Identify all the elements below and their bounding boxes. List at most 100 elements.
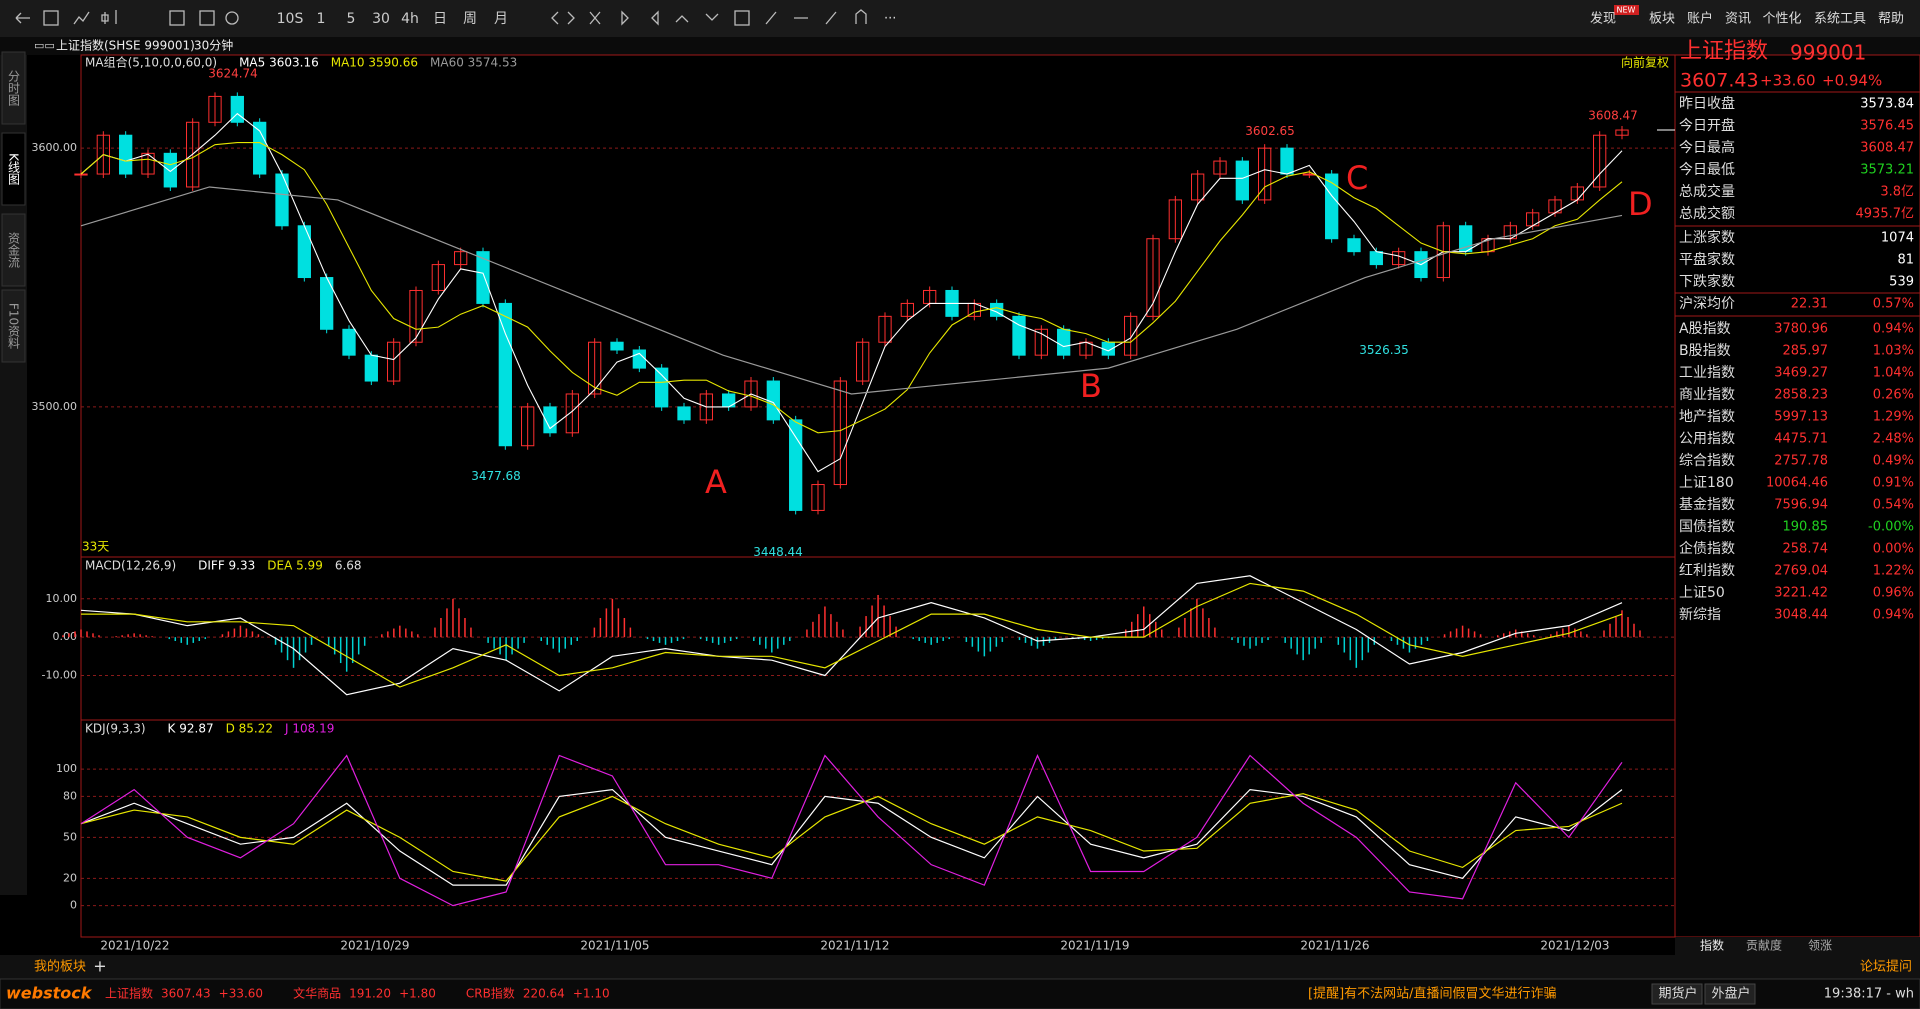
account-button[interactable] <box>1704 983 1756 1005</box>
account-button-label[interactable]: 外盘户 <box>1711 986 1750 1002</box>
quote-price: 3607.43 <box>1680 70 1759 92</box>
legend-item: DIFF 9.33 <box>198 559 255 573</box>
add-tab[interactable]: + <box>93 957 106 976</box>
index-label[interactable]: 基金指数 <box>1679 496 1735 513</box>
toolbar <box>0 0 1920 37</box>
quote-name: 上证指数 <box>1680 39 1768 64</box>
index-pct: 2.48% <box>1873 432 1914 447</box>
index-label[interactable]: 综合指数 <box>1679 453 1735 469</box>
right-tab[interactable]: 领涨 <box>1808 938 1832 953</box>
index-label[interactable]: 地产指数 <box>1679 409 1735 425</box>
account-button-label[interactable]: 期货户 <box>1658 986 1697 1002</box>
stat-label: 昨日收盘 <box>1679 95 1735 112</box>
board-tab[interactable]: 我的板块 <box>34 959 86 975</box>
side-tab[interactable] <box>1 213 26 287</box>
x-tick-label: 2021/10/29 <box>340 939 409 953</box>
breadth-value: 81 <box>1897 253 1914 268</box>
adjust-label[interactable]: 向前复权 <box>1621 55 1669 70</box>
side-tab[interactable] <box>1 132 26 206</box>
index-label[interactable]: 新综指 <box>1679 607 1721 623</box>
side-tab-label[interactable]: 资金流 <box>7 232 21 268</box>
arrow-icon[interactable] <box>675 13 719 23</box>
kline-icon[interactable] <box>101 10 117 24</box>
candle <box>1280 147 1294 175</box>
save2-icon[interactable] <box>199 10 215 26</box>
index-label[interactable]: 企债指数 <box>1679 540 1735 557</box>
index-pct: 0.94% <box>1873 322 1914 337</box>
index-label[interactable]: 上证50 <box>1679 585 1725 601</box>
table-icon[interactable] <box>734 10 750 26</box>
period-button[interactable]: 5 <box>347 11 356 27</box>
index-pct: 0.94% <box>1873 608 1914 623</box>
candle <box>833 380 847 486</box>
menu-item[interactable]: 个性化 <box>1762 12 1801 27</box>
index-label[interactable]: 国债指数 <box>1679 519 1735 535</box>
price-annotation: 3608.47 <box>1588 109 1638 123</box>
period-button[interactable]: 10S <box>277 11 304 27</box>
period-button[interactable]: 4h <box>401 11 419 27</box>
zoom-icon[interactable] <box>551 11 575 25</box>
legend-item: MA组合(5,10,0,0,60,0) <box>85 55 217 70</box>
clock: 19:38:17 - wh <box>1824 987 1914 1002</box>
index-label[interactable]: A股指数 <box>1679 321 1731 337</box>
home-icon[interactable] <box>855 9 867 24</box>
scroll-icon[interactable] <box>621 10 659 26</box>
forum-link[interactable]: 论坛提问 <box>1860 959 1912 975</box>
right-tab[interactable]: 贡献度 <box>1746 938 1782 953</box>
period-button[interactable]: 1 <box>317 11 326 27</box>
menu-item[interactable]: 板块 <box>1649 12 1675 27</box>
quote-pct: +0.94% <box>1822 72 1882 90</box>
draw-icon[interactable] <box>765 11 837 25</box>
menu-item[interactable]: 系统工具 <box>1814 12 1866 27</box>
right-tab[interactable]: 指数 <box>1700 938 1724 953</box>
period-button[interactable]: 月 <box>494 11 508 27</box>
refresh-icon[interactable] <box>225 11 239 25</box>
account-button[interactable] <box>1651 983 1703 1005</box>
more-icon[interactable]: ··· <box>884 12 896 27</box>
index-label[interactable]: 红利指数 <box>1679 563 1735 579</box>
stat-label: 今日最低 <box>1679 162 1735 178</box>
side-tab-label[interactable]: K线图 <box>7 153 21 185</box>
candle <box>476 251 490 304</box>
index-label[interactable]: 上证180 <box>1679 475 1734 491</box>
candle <box>342 328 356 356</box>
candle <box>1168 199 1182 240</box>
period-button[interactable]: 周 <box>463 11 477 27</box>
index-pct: -0.00% <box>1868 520 1914 535</box>
period-button[interactable]: 日 <box>433 11 447 27</box>
side-tab[interactable] <box>1 51 26 125</box>
candle <box>856 341 870 382</box>
index-label[interactable]: B股指数 <box>1679 343 1731 359</box>
period-select[interactable]: 30分钟 <box>194 38 233 53</box>
index-pct: 0.91% <box>1873 476 1914 491</box>
index-pct: 0.00% <box>1873 542 1914 557</box>
shrink-icon[interactable] <box>589 11 601 25</box>
index-label[interactable]: 公用指数 <box>1679 431 1735 447</box>
index-value: 2858.23 <box>1774 388 1828 403</box>
list-icon[interactable] <box>43 10 59 26</box>
menu-item[interactable]: 账户 <box>1687 11 1713 27</box>
index-label[interactable]: 商业指数 <box>1679 387 1735 403</box>
back-icon[interactable] <box>15 12 30 24</box>
menu-item[interactable]: 帮助 <box>1878 12 1904 27</box>
index-label[interactable]: 工业指数 <box>1679 365 1735 381</box>
side-tab-label[interactable]: F10资料 <box>7 303 21 349</box>
new-badge <box>1614 5 1639 15</box>
save-icon[interactable] <box>169 10 185 26</box>
menu-item[interactable]: 资讯 <box>1725 12 1751 27</box>
line-icon[interactable] <box>73 11 90 25</box>
index-pct: 1.03% <box>1873 344 1914 359</box>
breadth-label: 平盘家数 <box>1679 251 1735 268</box>
ma5-line <box>80 112 1623 473</box>
period-button[interactable]: 30 <box>372 11 390 27</box>
candle <box>163 152 177 188</box>
candle <box>789 419 803 511</box>
candle <box>119 134 133 175</box>
candle <box>1325 173 1339 240</box>
kdj-line <box>80 793 1623 882</box>
side-tab-label[interactable]: 分时图 <box>7 70 21 106</box>
menu-item[interactable]: 发现 <box>1590 11 1616 27</box>
side-tab[interactable] <box>1 289 26 363</box>
notice[interactable]: [提醒]有不法网站/直播间假冒文华进行诈骗 <box>1308 986 1557 1002</box>
ticker-change: +1.10 <box>573 987 610 1001</box>
